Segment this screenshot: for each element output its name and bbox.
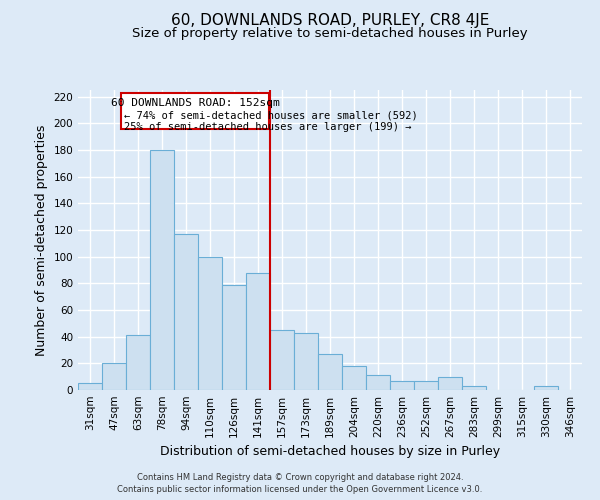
Bar (174, 234, 198, 390)
Text: Size of property relative to semi-detached houses in Purley: Size of property relative to semi-detach… (132, 28, 528, 40)
Bar (294, 332, 318, 390)
Bar (78, 384, 102, 390)
Bar (438, 376, 462, 390)
Bar (342, 366, 366, 390)
X-axis label: Distribution of semi-detached houses by size in Purley: Distribution of semi-detached houses by … (160, 446, 500, 458)
Text: 60, DOWNLANDS ROAD, PURLEY, CR8 4JE: 60, DOWNLANDS ROAD, PURLEY, CR8 4JE (171, 12, 489, 28)
Bar (462, 386, 486, 390)
Text: Contains HM Land Registry data © Crown copyright and database right 2024.: Contains HM Land Registry data © Crown c… (137, 474, 463, 482)
Y-axis label: Number of semi-detached properties: Number of semi-detached properties (35, 124, 48, 356)
Text: ← 74% of semi-detached houses are smaller (592): ← 74% of semi-detached houses are smalle… (124, 110, 418, 120)
Bar (222, 284, 246, 390)
Bar (366, 376, 390, 390)
Bar (198, 256, 222, 390)
Bar (318, 354, 342, 390)
Text: Contains public sector information licensed under the Open Government Licence v3: Contains public sector information licen… (118, 485, 482, 494)
Bar (414, 380, 438, 390)
Bar (534, 386, 558, 390)
FancyBboxPatch shape (121, 92, 269, 128)
Bar (246, 272, 270, 390)
Bar (270, 330, 294, 390)
Bar (390, 380, 414, 390)
Text: 60 DOWNLANDS ROAD: 152sqm: 60 DOWNLANDS ROAD: 152sqm (110, 98, 280, 108)
Bar (102, 364, 126, 390)
Bar (126, 336, 150, 390)
Bar (150, 150, 174, 390)
Text: 25% of semi-detached houses are larger (199) →: 25% of semi-detached houses are larger (… (124, 122, 411, 132)
